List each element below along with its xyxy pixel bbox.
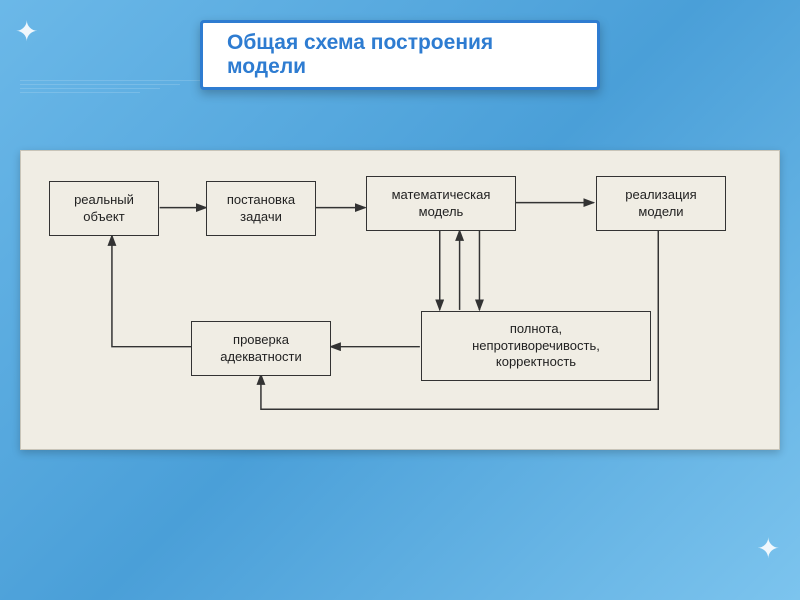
flowchart-node-n1: реальный объект [49,181,159,236]
page-title: Общая схема построения модели [227,31,493,78]
flowchart-node-n4: реализация модели [596,176,726,231]
title-box: Общая схема построения модели [200,20,600,90]
bg-decor-lines [20,80,220,96]
sparkle-decor-tl: ✦ [15,15,38,48]
sparkle-decor-br: ✦ [757,532,780,565]
flowchart-node-n3: математическая модель [366,176,516,231]
flowchart-node-n5: проверка адекватности [191,321,331,376]
flowchart-node-n6: полнота, непротиворечивость, корректност… [421,311,651,381]
flowchart-node-n2: постановка задачи [206,181,316,236]
diagram-panel: реальный объект постановка задачи математи… [20,150,780,450]
